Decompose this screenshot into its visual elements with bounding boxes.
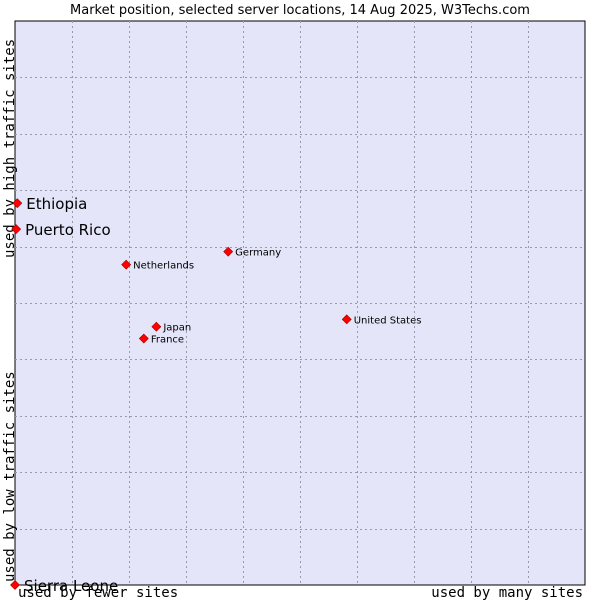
data-points: Ethiopia Puerto Rico Germany Netherlands Uni… (10, 195, 422, 595)
point-label-united-states: United States (354, 315, 422, 326)
point-label-ethiopia: Ethiopia (26, 195, 87, 213)
point-label-japan: Japan (162, 323, 191, 334)
point-label-puerto-rico: Puerto Rico (25, 221, 111, 239)
point-label-france: France (151, 335, 184, 346)
chart-title: Market position, selected server locatio… (70, 3, 530, 18)
point-marker-netherlands (121, 259, 132, 270)
x-axis-label-right: used by many sites (431, 585, 583, 600)
y-axis-label-bottom: used by low traffic sites (2, 371, 18, 582)
point-marker-japan (151, 321, 162, 332)
point-label-germany: Germany (235, 248, 281, 259)
point-marker-sierra-leone (10, 580, 20, 590)
point-marker-united-states (341, 314, 352, 325)
point-marker-france (138, 333, 149, 344)
grid-lines (15, 21, 585, 585)
point-label-sierra-leone: Sierra Leone (24, 577, 118, 595)
point-marker-puerto-rico (11, 224, 22, 235)
point-label-netherlands: Netherlands (133, 261, 194, 272)
point-marker-germany (223, 246, 234, 257)
point-marker-ethiopia (12, 198, 23, 209)
x-axis-label-left: used by fewer sites (18, 585, 178, 600)
